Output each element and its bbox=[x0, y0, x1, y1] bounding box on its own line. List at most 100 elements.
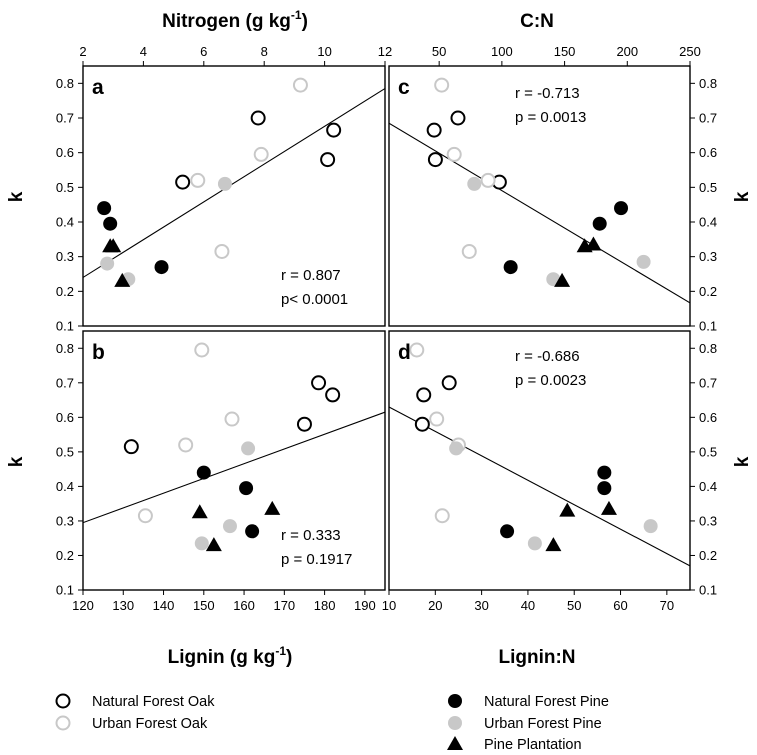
panel-d-frame bbox=[388, 330, 691, 591]
x-tick-label: 60 bbox=[613, 598, 627, 613]
data-point bbox=[191, 504, 208, 519]
x-tick-label: 120 bbox=[72, 598, 94, 613]
panel-a-y-axis-title: k bbox=[6, 191, 27, 202]
y-tick-label: 0.5 bbox=[56, 444, 74, 459]
panel-b-y-axis-title: k bbox=[6, 456, 27, 467]
y-tick-label: 0.8 bbox=[699, 76, 717, 91]
data-point bbox=[585, 236, 602, 251]
x-tick-label: 6 bbox=[200, 44, 207, 59]
series-ufo bbox=[434, 77, 496, 259]
data-point bbox=[500, 524, 515, 539]
series-pp bbox=[545, 500, 617, 552]
series-nfp bbox=[503, 201, 629, 275]
data-point bbox=[434, 77, 450, 93]
data-point bbox=[325, 387, 341, 403]
x-tick-label: 150 bbox=[554, 44, 576, 59]
data-point bbox=[105, 238, 122, 253]
y-tick-label: 0.1 bbox=[56, 583, 74, 598]
panel-d-plot: 0.1 0.2 0.3 0.4 0.5 0.6 0.7 0.8 10 20 30 40 50 60 70 d r… bbox=[382, 330, 717, 613]
x-tick-label: 50 bbox=[567, 598, 581, 613]
series-ufp bbox=[449, 441, 658, 551]
legend-marker bbox=[448, 716, 462, 730]
panel-letter: d bbox=[398, 341, 411, 364]
x-tick-label: 8 bbox=[261, 44, 268, 59]
data-point bbox=[239, 481, 254, 496]
regression-line bbox=[83, 88, 385, 278]
data-point bbox=[250, 110, 266, 126]
y-tick-label: 0.3 bbox=[699, 513, 717, 528]
panel-letter: a bbox=[92, 76, 104, 99]
data-point bbox=[461, 243, 477, 259]
y-tick-label: 0.6 bbox=[699, 145, 717, 160]
data-point bbox=[194, 342, 210, 358]
panel-a: Nitrogen (g kg-1) k bbox=[6, 8, 308, 202]
data-point bbox=[446, 146, 462, 162]
x-tick-label: 12 bbox=[378, 44, 392, 59]
data-point bbox=[480, 172, 496, 188]
y-tick-label: 0.8 bbox=[56, 341, 74, 356]
regression-line bbox=[83, 411, 385, 524]
y-tick-label: 0.6 bbox=[56, 410, 74, 425]
bottom-left-x-axis-title: Lignin (g kg-1) bbox=[168, 644, 293, 668]
data-point bbox=[292, 77, 308, 93]
plot-areas: 0.1 0.2 0.3 0.4 0.5 0.6 0.7 0.8 2 4 6 8 10 12 a r = 0.8… bbox=[56, 44, 717, 613]
data-point bbox=[450, 110, 466, 126]
data-point bbox=[196, 465, 211, 480]
data-point bbox=[597, 465, 612, 480]
y-tick-label: 0.2 bbox=[699, 284, 717, 299]
y-tick-label: 0.6 bbox=[699, 410, 717, 425]
x-tick-label: 10 bbox=[382, 598, 396, 613]
series-nfp bbox=[97, 201, 169, 275]
data-point bbox=[311, 375, 327, 391]
data-point bbox=[97, 201, 112, 216]
data-point bbox=[600, 500, 617, 515]
data-point bbox=[222, 519, 237, 534]
panel-c: C:N k bbox=[520, 11, 753, 202]
y-tick-label: 0.4 bbox=[699, 479, 717, 494]
panel-letter: b bbox=[92, 341, 105, 364]
legend-label: Urban Forest Pine bbox=[484, 716, 602, 732]
series-ufp bbox=[467, 176, 651, 287]
y-tick-label: 0.7 bbox=[56, 111, 74, 126]
panel-b-frame bbox=[82, 330, 386, 591]
y-tick-label: 0.8 bbox=[56, 76, 74, 91]
y-tick-label: 0.2 bbox=[56, 548, 74, 563]
data-point bbox=[217, 176, 232, 191]
legend-label: Urban Forest Oak bbox=[92, 716, 208, 732]
y-tick-label: 0.5 bbox=[699, 180, 717, 195]
data-point bbox=[427, 152, 443, 168]
x-tick-label: 190 bbox=[354, 598, 376, 613]
data-point bbox=[214, 243, 230, 259]
x-tick-label: 200 bbox=[616, 44, 638, 59]
series-nfo bbox=[175, 110, 342, 190]
series-nfp bbox=[500, 465, 612, 539]
data-point bbox=[154, 260, 169, 275]
top-right-x-axis-title: C:N bbox=[520, 11, 554, 32]
y-tick-label: 0.7 bbox=[699, 111, 717, 126]
data-point bbox=[409, 342, 425, 358]
data-point bbox=[190, 172, 206, 188]
data-point bbox=[467, 176, 482, 191]
data-point bbox=[636, 254, 651, 269]
data-point bbox=[429, 411, 445, 427]
legend-item-nfp: Natural Forest Pine bbox=[448, 694, 609, 710]
y-tick-label: 0.8 bbox=[699, 341, 717, 356]
x-tick-label: 20 bbox=[428, 598, 442, 613]
bottom-right-x-axis-title: Lignin:N bbox=[498, 647, 575, 668]
x-tick-label: 140 bbox=[153, 598, 175, 613]
data-point bbox=[175, 174, 191, 190]
stat-label: r = 0.333 bbox=[281, 527, 341, 544]
stat-label: r = 0.807 bbox=[281, 267, 341, 284]
y-tick-label: 0.3 bbox=[699, 249, 717, 264]
regression-line bbox=[389, 406, 690, 567]
legend-item-pp: Pine Plantation bbox=[447, 736, 582, 753]
series-nfo bbox=[414, 375, 457, 432]
data-point bbox=[614, 201, 629, 216]
data-point bbox=[416, 387, 432, 403]
data-point bbox=[414, 416, 430, 432]
y-tick-label: 0.2 bbox=[699, 548, 717, 563]
data-point bbox=[434, 508, 450, 524]
data-point bbox=[178, 437, 194, 453]
legend: Natural Forest Oak Urban Forest Oak Natura… bbox=[55, 693, 609, 753]
